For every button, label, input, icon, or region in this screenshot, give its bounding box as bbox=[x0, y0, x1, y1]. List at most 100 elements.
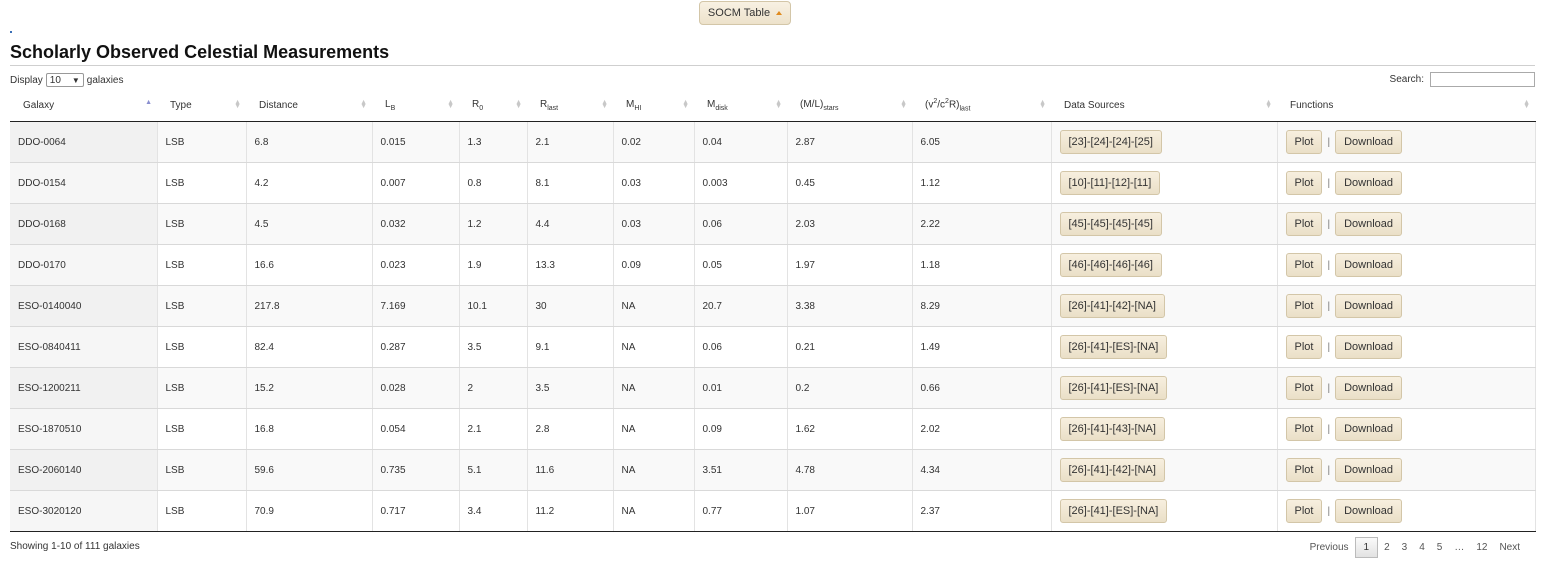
cell-galaxy: ESO-1200211 bbox=[10, 367, 158, 409]
search-label: Search: bbox=[1389, 74, 1424, 85]
cell-r0: 0.8 bbox=[459, 162, 528, 204]
data-sources-button[interactable]: [26]-[41]-[43]-[NA] bbox=[1059, 417, 1165, 441]
data-sources-button[interactable]: [26]-[41]-[ES]-[NA] bbox=[1059, 376, 1168, 400]
col-header-mhi[interactable]: MHI ▲ ▼ bbox=[613, 90, 694, 122]
cell-functions: Plot | Download bbox=[1277, 162, 1536, 204]
pager-page-3[interactable]: 3 bbox=[1401, 542, 1408, 553]
function-separator: | bbox=[1327, 219, 1331, 230]
data-sources-button[interactable]: [26]-[41]-[42]-[NA] bbox=[1059, 458, 1165, 482]
col-header-mhi-sub: HI bbox=[634, 105, 642, 112]
plot-button[interactable]: Plot bbox=[1285, 458, 1323, 482]
table-row: ESO-0840411 LSB 82.4 0.287 3.5 9.1 NA 0.… bbox=[10, 326, 1536, 368]
col-header-type[interactable]: Type ▲ ▼ bbox=[157, 90, 246, 122]
col-header-lb-sub: B bbox=[390, 105, 396, 112]
cell-type: LSB bbox=[157, 121, 247, 163]
cell-ml-stars: 1.97 bbox=[787, 244, 913, 286]
page-length-select[interactable]: 10 ▼ bbox=[45, 73, 84, 87]
col-header-mhi-label: M bbox=[626, 99, 635, 110]
col-header-r0-sub: 0 bbox=[479, 105, 484, 112]
plot-button[interactable]: Plot bbox=[1285, 212, 1323, 236]
col-header-functions[interactable]: Functions ▲ ▼ bbox=[1277, 90, 1535, 122]
pager-page-last[interactable]: 12 bbox=[1476, 542, 1488, 553]
pager-page-1[interactable]: 1 bbox=[1354, 537, 1379, 558]
col-header-galaxy[interactable]: Galaxy ▲ bbox=[10, 90, 157, 122]
data-sources-button[interactable]: [46]-[46]-[46]-[46] bbox=[1059, 253, 1162, 277]
cell-type: LSB bbox=[157, 449, 247, 491]
cell-mdisk: 0.01 bbox=[694, 367, 788, 409]
data-sources-button[interactable]: [23]-[24]-[24]-[25] bbox=[1059, 130, 1162, 154]
download-button[interactable]: Download bbox=[1335, 253, 1402, 277]
cell-data-sources: [26]-[41]-[42]-[NA] bbox=[1051, 449, 1278, 491]
download-button[interactable]: Download bbox=[1335, 376, 1402, 400]
plot-button[interactable]: Plot bbox=[1285, 376, 1323, 400]
cell-galaxy: ESO-2060140 bbox=[10, 449, 158, 491]
pager-next[interactable]: Next bbox=[1499, 542, 1520, 553]
cell-distance: 4.2 bbox=[246, 162, 373, 204]
plot-button[interactable]: Plot bbox=[1285, 253, 1323, 277]
dropdown-arrow-icon: ▼ bbox=[71, 75, 80, 85]
sort-icon: ▲ ▼ bbox=[682, 99, 689, 110]
search-input[interactable] bbox=[1430, 72, 1535, 87]
download-button[interactable]: Download bbox=[1335, 171, 1402, 195]
plot-button[interactable]: Plot bbox=[1285, 171, 1323, 195]
cell-data-sources: [26]-[41]-[ES]-[NA] bbox=[1051, 490, 1278, 532]
plot-button[interactable]: Plot bbox=[1285, 499, 1323, 523]
cell-data-sources: [46]-[46]-[46]-[46] bbox=[1051, 244, 1278, 286]
cell-rlast: 30 bbox=[527, 285, 614, 327]
col-header-data-sources-label: Data Sources bbox=[1064, 100, 1125, 111]
download-button[interactable]: Download bbox=[1335, 130, 1402, 154]
pager-previous[interactable]: Previous bbox=[1309, 542, 1349, 553]
table-row: ESO-2060140 LSB 59.6 0.735 5.1 11.6 NA 3… bbox=[10, 449, 1536, 491]
cell-ml-stars: 0.45 bbox=[787, 162, 913, 204]
data-sources-button[interactable]: [26]-[41]-[ES]-[NA] bbox=[1059, 499, 1168, 523]
cell-type: LSB bbox=[157, 285, 247, 327]
cell-v2-last: 1.12 bbox=[912, 162, 1052, 204]
col-header-ml-stars[interactable]: (M/L)stars ▲ ▼ bbox=[787, 90, 912, 122]
data-sources-button[interactable]: [26]-[41]-[ES]-[NA] bbox=[1059, 335, 1168, 359]
data-sources-button[interactable]: [45]-[45]-[45]-[45] bbox=[1059, 212, 1162, 236]
col-header-v2-sub: last bbox=[959, 105, 971, 113]
table-row: DDO-0170 LSB 16.6 0.023 1.9 13.3 0.09 0.… bbox=[10, 244, 1536, 286]
cell-galaxy: ESO-0140040 bbox=[10, 285, 158, 327]
plot-button[interactable]: Plot bbox=[1285, 335, 1323, 359]
download-button[interactable]: Download bbox=[1335, 458, 1402, 482]
pager-page-5[interactable]: 5 bbox=[1436, 542, 1443, 553]
col-header-v2-last[interactable]: (v2/c2R)last ▲ ▼ bbox=[912, 90, 1051, 122]
download-button[interactable]: Download bbox=[1335, 417, 1402, 441]
cell-lb: 0.717 bbox=[372, 490, 460, 532]
col-header-mdisk[interactable]: Mdisk ▲ ▼ bbox=[694, 90, 787, 122]
col-header-data-sources[interactable]: Data Sources ▲ ▼ bbox=[1051, 90, 1277, 122]
cell-lb: 0.287 bbox=[372, 326, 460, 368]
col-header-distance[interactable]: Distance ▲ ▼ bbox=[246, 90, 372, 122]
download-button[interactable]: Download bbox=[1335, 499, 1402, 523]
cell-r0: 5.1 bbox=[459, 449, 528, 491]
col-header-rlast-label: R bbox=[540, 99, 548, 110]
download-button[interactable]: Download bbox=[1335, 212, 1402, 236]
pager-page-4[interactable]: 4 bbox=[1419, 542, 1425, 553]
download-button[interactable]: Download bbox=[1335, 335, 1402, 359]
pager-page-2[interactable]: 2 bbox=[1384, 542, 1390, 553]
plot-button[interactable]: Plot bbox=[1285, 294, 1323, 318]
plot-button[interactable]: Plot bbox=[1285, 130, 1323, 154]
col-header-lb[interactable]: LB ▲ ▼ bbox=[372, 90, 459, 122]
data-sources-button[interactable]: [26]-[41]-[42]-[NA] bbox=[1059, 294, 1165, 318]
socm-table-button[interactable]: SOCM Table bbox=[699, 1, 791, 25]
col-header-rlast[interactable]: Rlast ▲ ▼ bbox=[527, 90, 613, 122]
cell-rlast: 2.1 bbox=[527, 121, 614, 163]
cell-galaxy: ESO-1870510 bbox=[10, 408, 158, 450]
cell-galaxy: DDO-0170 bbox=[10, 244, 158, 286]
cell-mhi: NA bbox=[613, 326, 695, 368]
table-row: ESO-3020120 LSB 70.9 0.717 3.4 11.2 NA 0… bbox=[10, 490, 1536, 532]
cell-v2-last: 2.02 bbox=[912, 408, 1052, 450]
cell-mhi: NA bbox=[613, 285, 695, 327]
cell-data-sources: [26]-[41]-[ES]-[NA] bbox=[1051, 367, 1278, 409]
cell-mhi: 0.02 bbox=[613, 121, 695, 163]
download-button[interactable]: Download bbox=[1335, 294, 1402, 318]
data-sources-button[interactable]: [10]-[11]-[12]-[11] bbox=[1059, 171, 1161, 195]
plot-button[interactable]: Plot bbox=[1285, 417, 1323, 441]
sort-icon: ▲ ▼ bbox=[1039, 99, 1046, 110]
socm-table-button-label: SOCM Table bbox=[707, 7, 771, 19]
cell-type: LSB bbox=[157, 244, 247, 286]
col-header-r0[interactable]: R0 ▲ ▼ bbox=[459, 90, 527, 122]
pager-ellipsis: … bbox=[1454, 542, 1465, 553]
